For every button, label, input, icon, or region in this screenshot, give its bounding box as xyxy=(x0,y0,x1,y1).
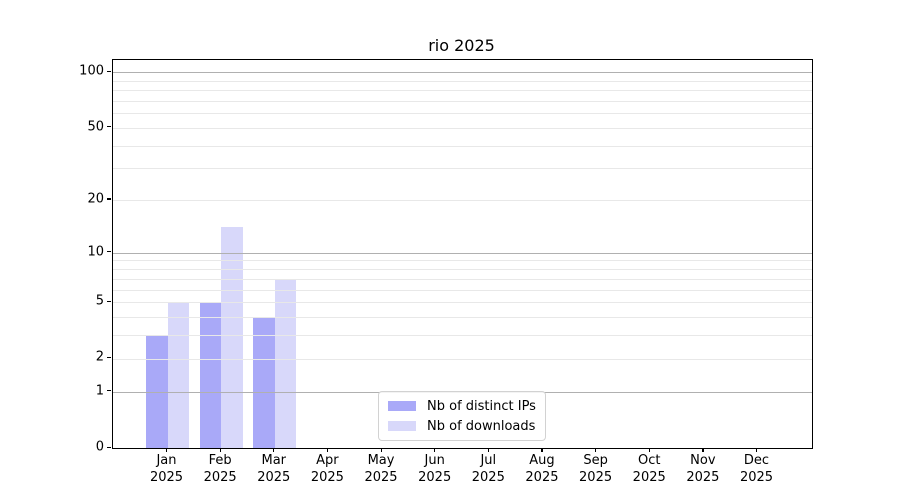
x-axis-tick-label: Oct 2025 xyxy=(632,453,666,485)
gridline-minor xyxy=(113,289,812,291)
x-axis-tick-label: May 2025 xyxy=(364,453,398,485)
legend-swatch-downloads-icon xyxy=(388,421,416,431)
gridline-major xyxy=(113,72,812,73)
y-axis-tick-mark xyxy=(107,390,111,392)
gridline-minor xyxy=(113,100,812,102)
gridline-minor xyxy=(113,278,812,280)
y-axis-tick-label: 1 xyxy=(95,383,104,399)
y-axis-tick-mark xyxy=(107,251,111,253)
legend-label-distinct-ips: Nb of distinct IPs xyxy=(427,398,536,414)
y-axis-tick-mark xyxy=(107,300,111,302)
y-axis-tick-mark xyxy=(107,198,111,200)
y-axis-tick-mark xyxy=(107,446,111,448)
gridline-minor xyxy=(113,200,812,201)
x-axis-tick-label: Feb 2025 xyxy=(203,453,237,485)
x-axis-tick-label: Mar 2025 xyxy=(257,453,291,485)
y-axis-tick-mark xyxy=(107,126,111,128)
y-axis-tick-label: 10 xyxy=(87,244,104,260)
gridline-minor xyxy=(113,145,812,147)
gridline-minor xyxy=(113,316,812,318)
legend-item-distinct-ips: Nb of distinct IPs xyxy=(388,398,536,414)
y-axis-tick-label: 100 xyxy=(79,63,104,79)
gridline-minor xyxy=(113,127,812,129)
x-axis-tick-label: Dec 2025 xyxy=(739,453,774,485)
gridline-minor xyxy=(113,335,812,337)
x-axis-tick-label: Nov 2025 xyxy=(686,453,720,485)
x-axis-tick-label: Jun 2025 xyxy=(418,453,452,485)
x-axis-tick-label: Apr 2025 xyxy=(310,453,344,485)
gridline-minor xyxy=(113,269,812,270)
y-axis-tick-label: 5 xyxy=(95,293,104,309)
plot-area xyxy=(112,59,813,449)
legend: Nb of distinct IPs Nb of downloads xyxy=(378,391,546,441)
gridline-minor xyxy=(113,168,812,170)
y-axis-tick-label: 2 xyxy=(95,349,104,365)
legend-swatch-distinct-ips-icon xyxy=(388,401,416,411)
y-axis-tick-mark xyxy=(107,70,111,72)
bar-distinct-ips-mar xyxy=(253,316,275,448)
x-axis-tick-label: Sep 2025 xyxy=(579,453,613,485)
gridline-minor xyxy=(113,358,812,360)
bar-downloads-feb xyxy=(221,227,243,448)
bar-downloads-jan xyxy=(167,302,189,448)
bar-distinct-ips-feb xyxy=(199,302,222,448)
bar-downloads-mar xyxy=(274,278,297,448)
legend-item-downloads: Nb of downloads xyxy=(388,418,536,434)
x-axis-tick-label: Jan 2025 xyxy=(149,453,184,485)
y-axis-tick-label: 20 xyxy=(87,191,104,207)
x-axis-tick-label: Jul 2025 xyxy=(471,453,505,485)
y-axis-tick-label: 0 xyxy=(95,439,104,455)
x-axis-tick-label: Aug 2025 xyxy=(525,453,559,485)
y-axis-tick-label: 50 xyxy=(87,119,104,135)
gridline-minor xyxy=(113,260,812,262)
gridline-minor xyxy=(113,113,812,115)
gridline-major xyxy=(113,252,812,254)
y-axis-tick-mark xyxy=(107,356,111,359)
chart-title: rio 2025 xyxy=(428,36,495,55)
gridline-minor xyxy=(113,302,812,303)
gridline-minor xyxy=(113,80,812,82)
legend-label-downloads: Nb of downloads xyxy=(427,418,536,434)
gridline-minor xyxy=(113,90,812,91)
